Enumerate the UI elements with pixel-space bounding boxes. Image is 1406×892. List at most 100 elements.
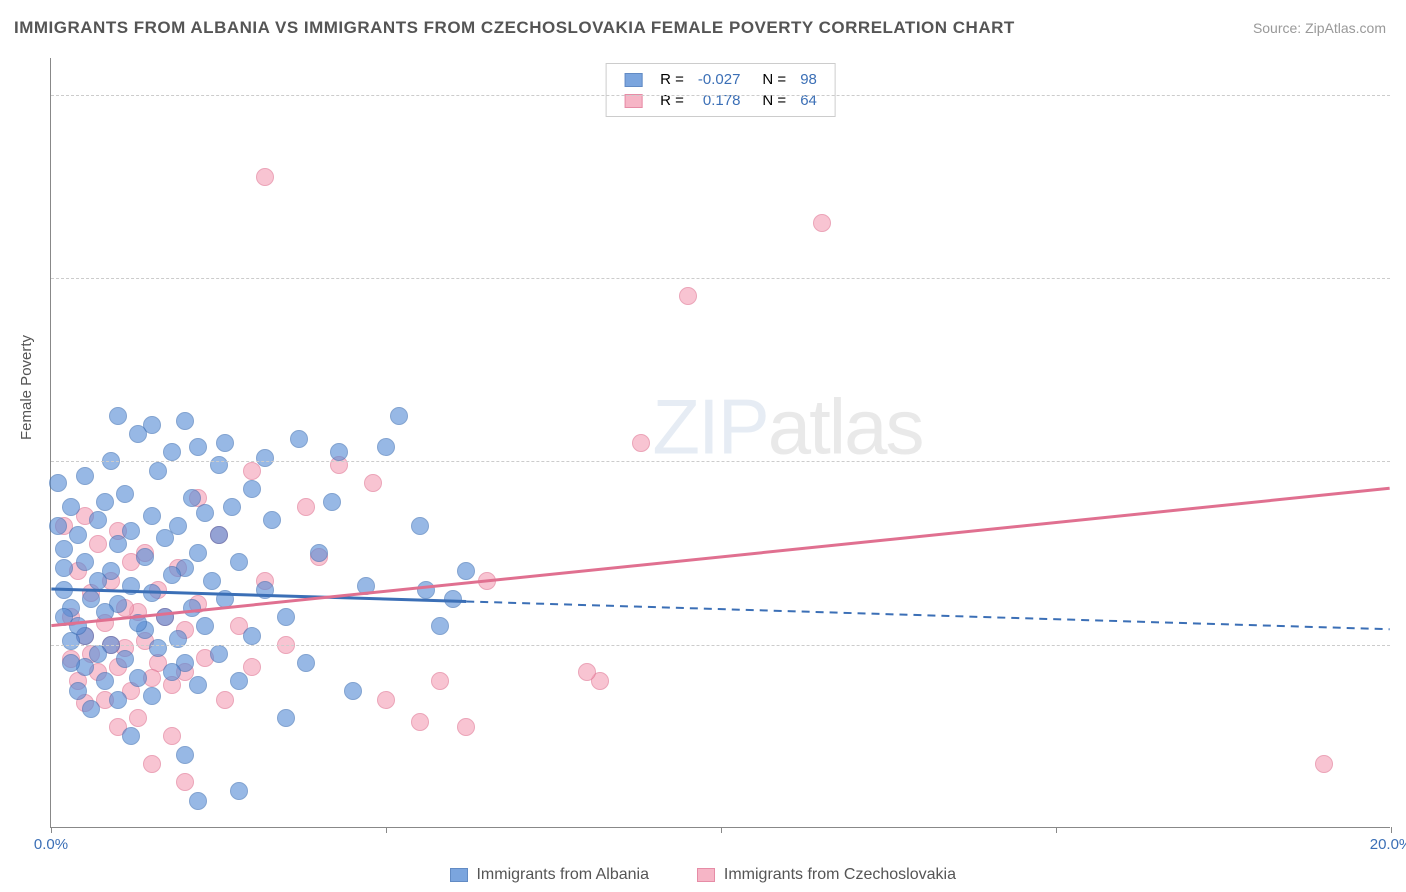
series1-point: [149, 462, 167, 480]
series1-point: [344, 682, 362, 700]
series1-point: [230, 672, 248, 690]
gridline-h: [51, 461, 1390, 462]
legend-bottom: Immigrants from Albania Immigrants from …: [0, 866, 1406, 884]
series1-point: [277, 709, 295, 727]
x-tick-mark: [1056, 827, 1057, 833]
series1-point: [143, 687, 161, 705]
series1-point: [189, 792, 207, 810]
series1-point: [243, 480, 261, 498]
series1-point: [129, 614, 147, 632]
series1-point: [189, 676, 207, 694]
gridline-h: [51, 645, 1390, 646]
chart-plot-area: ZIPatlas R = -0.027 N = 98 R = 0.178 N =…: [50, 58, 1390, 828]
y-tick-label: 30.0%: [1395, 270, 1406, 287]
series1-label: Immigrants from Albania: [476, 866, 649, 883]
r-label: R =: [654, 70, 690, 89]
series2-point: [216, 691, 234, 709]
series1-point: [196, 504, 214, 522]
y-tick-label: 40.0%: [1395, 86, 1406, 103]
series2-point: [129, 709, 147, 727]
series1-point: [136, 548, 154, 566]
source-label: Source: ZipAtlas.com: [1253, 20, 1386, 36]
series1-point: [263, 511, 281, 529]
series2-point: [297, 498, 315, 516]
gridline-h: [51, 278, 1390, 279]
series2-point: [478, 572, 496, 590]
series2-point: [176, 773, 194, 791]
series2-point: [256, 168, 274, 186]
series1-point: [163, 566, 181, 584]
series2-point: [243, 658, 261, 676]
series1-point: [210, 456, 228, 474]
series1-point: [122, 577, 140, 595]
chart-title: IMMIGRANTS FROM ALBANIA VS IMMIGRANTS FR…: [14, 18, 1015, 38]
series1-point: [89, 511, 107, 529]
series1-point: [377, 438, 395, 456]
x-tick-label: 0.0%: [34, 836, 68, 853]
series2-label: Immigrants from Czechoslovakia: [724, 866, 956, 883]
series1-point: [96, 493, 114, 511]
series1-point: [210, 526, 228, 544]
watermark: ZIPatlas: [652, 382, 922, 473]
x-tick-label: 20.0%: [1370, 836, 1406, 853]
series1-point: [210, 645, 228, 663]
series1-point: [444, 590, 462, 608]
series1-point: [149, 639, 167, 657]
series1-point: [330, 443, 348, 461]
y-tick-label: 10.0%: [1395, 636, 1406, 653]
series1-point: [49, 474, 67, 492]
series1-point: [143, 507, 161, 525]
series1-point: [230, 553, 248, 571]
series2-swatch-icon: [697, 868, 715, 882]
series1-n-value: 98: [794, 70, 823, 89]
series1-point: [116, 485, 134, 503]
series2-point: [457, 718, 475, 736]
legend-stats-box: R = -0.027 N = 98 R = 0.178 N = 64: [605, 63, 836, 117]
series1-point: [76, 553, 94, 571]
series1-point: [109, 407, 127, 425]
x-tick-mark: [1391, 827, 1392, 833]
series1-swatch-icon: [450, 868, 468, 882]
series1-point: [55, 608, 73, 626]
series1-r-value: -0.027: [692, 70, 747, 89]
series1-point: [183, 489, 201, 507]
series2-point: [377, 691, 395, 709]
series1-point: [189, 438, 207, 456]
series1-point: [176, 412, 194, 430]
series1-point: [122, 727, 140, 745]
series1-point: [216, 434, 234, 452]
series1-point: [62, 654, 80, 672]
n-label: N =: [748, 70, 792, 89]
series1-point: [129, 425, 147, 443]
series1-swatch: [624, 73, 642, 87]
legend-item-2: Immigrants from Czechoslovakia: [697, 866, 956, 883]
series1-point: [183, 599, 201, 617]
series1-point: [323, 493, 341, 511]
series2-point: [578, 663, 596, 681]
y-tick-label: 20.0%: [1395, 453, 1406, 470]
series1-point: [390, 407, 408, 425]
series1-point: [457, 562, 475, 580]
series1-point: [55, 559, 73, 577]
series2-point: [679, 287, 697, 305]
legend-stats-table: R = -0.027 N = 98 R = 0.178 N = 64: [616, 68, 825, 112]
series2-point: [89, 535, 107, 553]
series1-point: [55, 581, 73, 599]
series2-point: [1315, 755, 1333, 773]
gridline-h: [51, 95, 1390, 96]
series1-point: [62, 632, 80, 650]
series1-point: [89, 572, 107, 590]
series1-point: [431, 617, 449, 635]
series1-point: [156, 608, 174, 626]
series2-point: [431, 672, 449, 690]
series1-point: [277, 608, 295, 626]
series1-point: [69, 526, 87, 544]
series1-point: [230, 782, 248, 800]
series1-point: [297, 654, 315, 672]
trend-lines-layer: [51, 58, 1390, 827]
series1-point: [116, 650, 134, 668]
series1-point: [55, 540, 73, 558]
series1-point: [82, 590, 100, 608]
series2-point: [364, 474, 382, 492]
x-tick-mark: [721, 827, 722, 833]
